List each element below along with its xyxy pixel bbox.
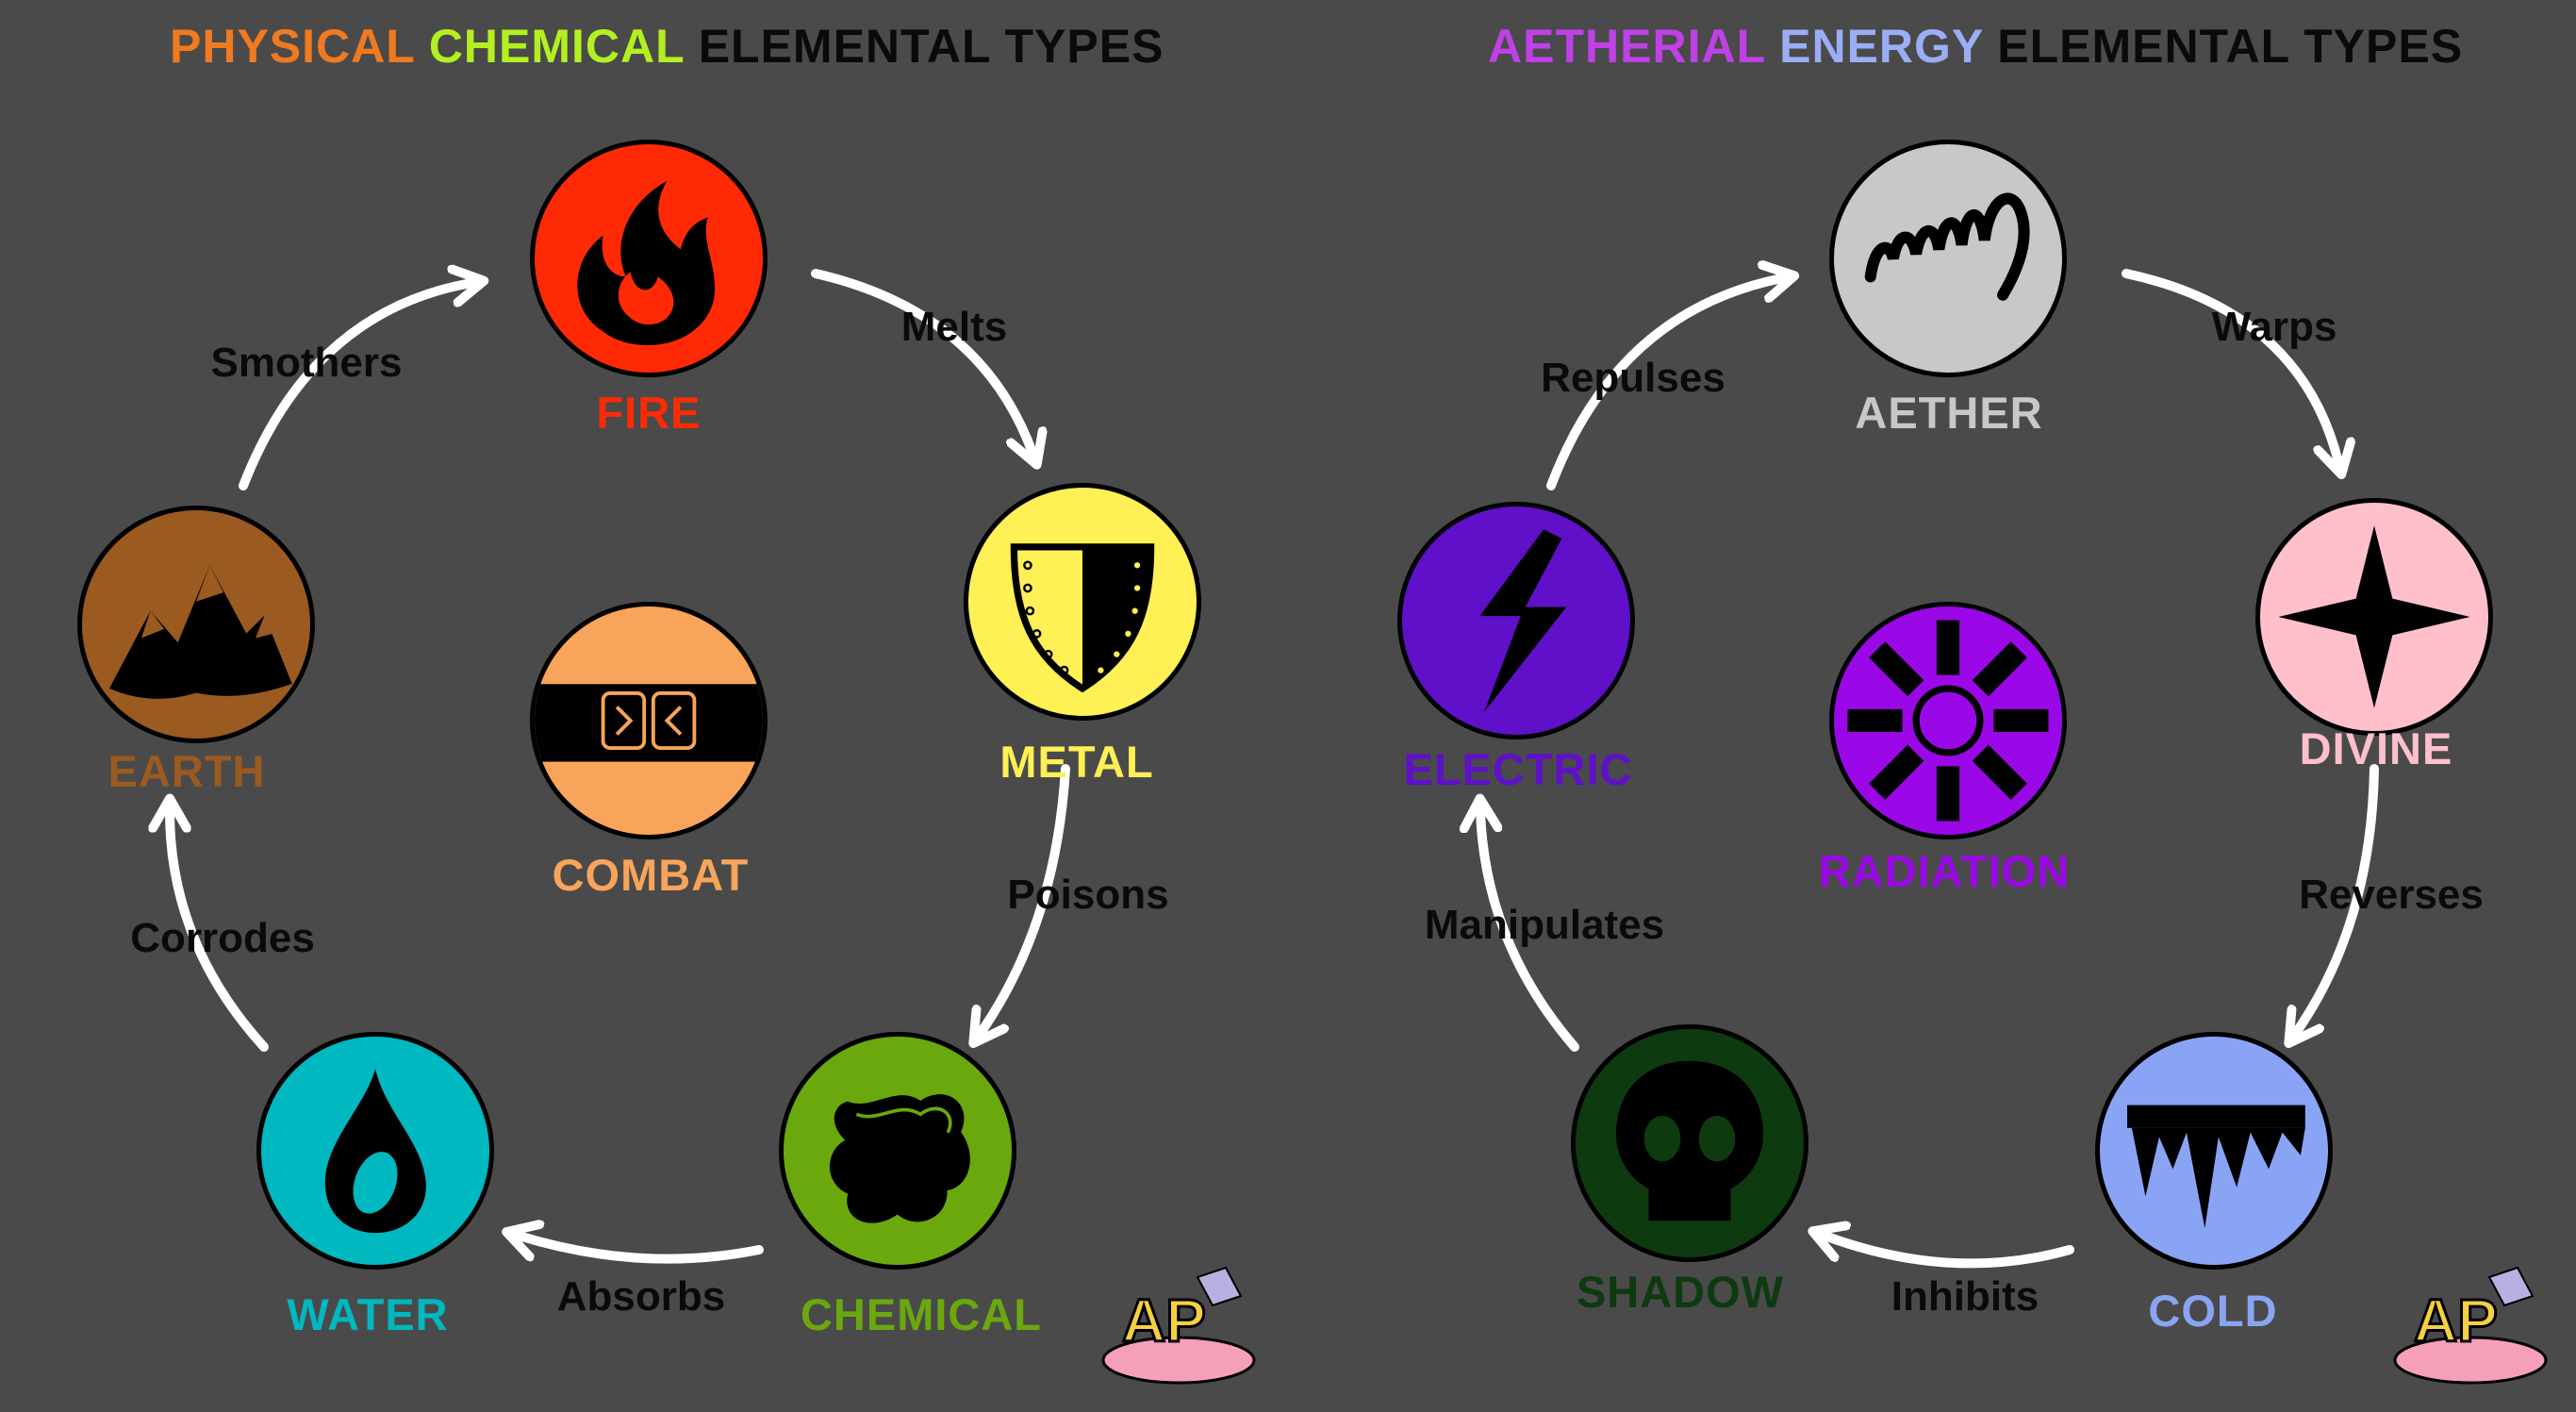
divine-label: DIVINE bbox=[2299, 723, 2453, 773]
shadow-node bbox=[1571, 1024, 1808, 1262]
title-word-elemental-types: ELEMENTAL TYPES bbox=[1997, 20, 2464, 73]
fists-icon bbox=[535, 684, 763, 762]
aether-node bbox=[1829, 140, 2067, 377]
arrow-cold-to-shadow bbox=[1825, 1236, 2074, 1269]
relation-manipulates: Manipulates bbox=[1424, 902, 1665, 948]
droplet-icon bbox=[324, 1068, 426, 1234]
water-label: WATER bbox=[287, 1289, 449, 1339]
cold-node bbox=[2095, 1032, 2333, 1270]
ap-logo-right: AP bbox=[2386, 1254, 2555, 1387]
skull-icon bbox=[1616, 1060, 1763, 1221]
earth-node bbox=[77, 506, 315, 743]
ap-logo-text: AP bbox=[2414, 1287, 2498, 1354]
arrow-aether-to-divine bbox=[2122, 269, 2338, 462]
relation-absorbs: Absorbs bbox=[556, 1273, 726, 1320]
relation-inhibits: Inhibits bbox=[1891, 1273, 2039, 1320]
chemical-label: CHEMICAL bbox=[800, 1289, 1043, 1339]
lightning-icon bbox=[1479, 529, 1567, 712]
fire-label: FIRE bbox=[596, 388, 702, 438]
relation-corrodes: Corrodes bbox=[130, 915, 315, 961]
title-word-physical: PHYSICAL bbox=[170, 20, 416, 73]
electric-label: ELECTRIC bbox=[1403, 744, 1633, 794]
relation-smothers: Smothers bbox=[210, 340, 403, 386]
blob-icon bbox=[830, 1094, 970, 1223]
combat-label: COMBAT bbox=[552, 850, 750, 900]
relation-repulses: Repulses bbox=[1541, 355, 1726, 401]
cold-label: COLD bbox=[2148, 1286, 2278, 1336]
radiation-icon bbox=[1847, 620, 2049, 822]
star-icon bbox=[2278, 525, 2470, 708]
title-physical-chemical: PHYSICAL CHEMICAL ELEMENTAL TYPES bbox=[170, 19, 1177, 74]
fire-node bbox=[530, 140, 768, 377]
water-node bbox=[256, 1032, 494, 1270]
relation-melts: Melts bbox=[900, 304, 1008, 350]
shadow-label: SHADOW bbox=[1576, 1267, 1785, 1317]
coil-icon bbox=[1864, 192, 2030, 301]
title-aetherial-energy: AETHERIAL ENERGY ELEMENTAL TYPES bbox=[1488, 19, 2476, 74]
arrow-fire-to-metal bbox=[811, 269, 1032, 453]
flame-icon bbox=[577, 180, 716, 345]
mountains-icon bbox=[109, 565, 292, 699]
electric-node bbox=[1397, 502, 1635, 739]
ap-logo-text: AP bbox=[1122, 1287, 1206, 1354]
chemical-node bbox=[779, 1032, 1016, 1270]
earth-label: EARTH bbox=[107, 746, 266, 796]
aether-label: AETHER bbox=[1855, 388, 2043, 438]
icicles-icon bbox=[2127, 1105, 2305, 1229]
radiation-label: RADIATION bbox=[1818, 846, 2071, 896]
title-word-elemental-types: ELEMENTAL TYPES bbox=[698, 20, 1164, 73]
title-word-chemical: CHEMICAL bbox=[428, 20, 685, 73]
relation-reverses: Reverses bbox=[2299, 872, 2484, 918]
shield-icon bbox=[1010, 543, 1155, 693]
radiation-node bbox=[1829, 602, 2067, 839]
ap-logo-left: AP bbox=[1094, 1254, 1263, 1387]
title-word-aetherial: AETHERIAL bbox=[1488, 20, 1767, 73]
arrow-chemical-to-water bbox=[519, 1236, 764, 1264]
relation-poisons: Poisons bbox=[1007, 872, 1169, 918]
metal-label: METAL bbox=[999, 737, 1154, 787]
relation-warps: Warps bbox=[2211, 304, 2337, 350]
combat-node bbox=[530, 602, 768, 839]
metal-node bbox=[964, 483, 1201, 721]
title-word-energy: ENERGY bbox=[1779, 20, 1985, 73]
divine-node bbox=[2255, 498, 2493, 736]
